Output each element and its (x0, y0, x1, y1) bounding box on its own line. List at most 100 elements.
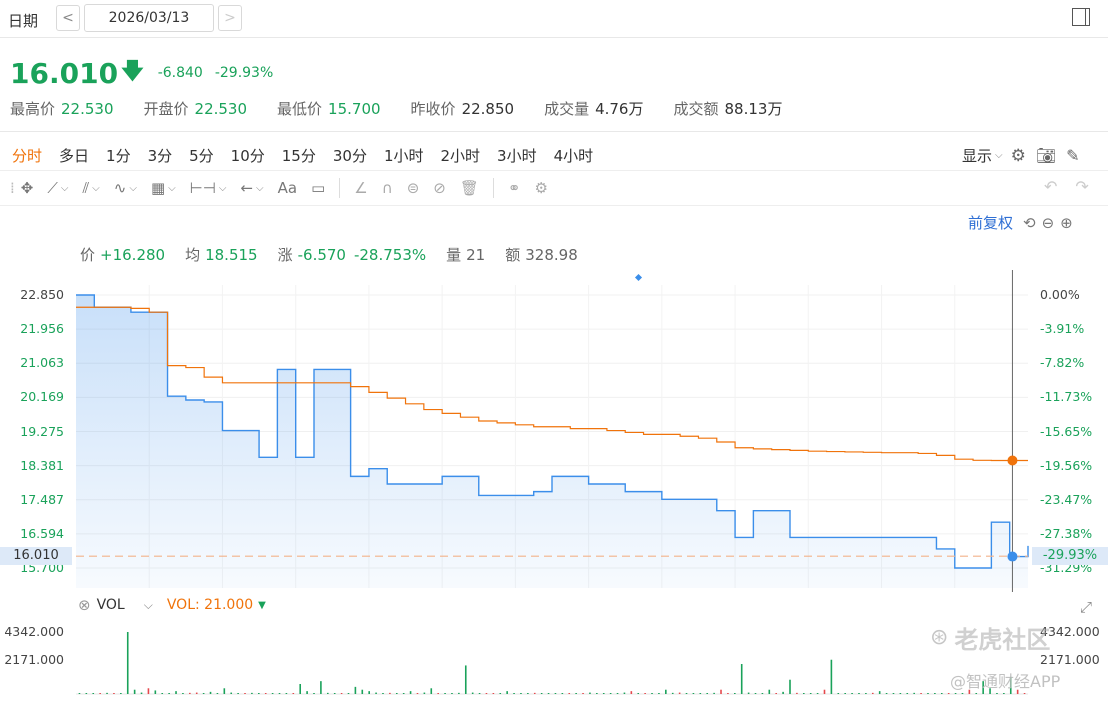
volume-bar (451, 693, 453, 694)
volume-bar (837, 693, 840, 694)
tab-10m[interactable]: 10分 (230, 147, 265, 165)
volume-bar (189, 692, 191, 694)
comment-icon[interactable]: ▭ (311, 179, 326, 197)
pencil-icon[interactable]: ✎ (1066, 146, 1080, 165)
tooltip-volume: 21 (466, 245, 486, 264)
adjust-dropdown[interactable]: 前复权 (968, 214, 1014, 232)
wave-icon[interactable]: ∿ ⌵ (113, 179, 137, 197)
volume-bar (589, 692, 591, 694)
volume-bar (954, 693, 957, 694)
vol-tick-right-top: 4342.000 (1040, 624, 1100, 639)
next-date-button[interactable]: > (218, 5, 242, 31)
reset-icon[interactable]: ⟲ (1023, 213, 1036, 232)
event-marker (634, 273, 643, 282)
display-dropdown[interactable]: 显示 (962, 147, 993, 165)
pitchfork-icon[interactable]: ⫽ ⌵ (82, 179, 100, 197)
trend-line-icon[interactable]: ⟋ ⌵ (47, 179, 69, 197)
fibonacci-icon[interactable]: ▦ ⌵ (150, 179, 176, 197)
indicator-name: VOL (96, 597, 125, 613)
magnet-icon[interactable]: ∩ (381, 179, 393, 197)
volume-bar (168, 693, 170, 694)
tab-2h[interactable]: 2小时 (440, 147, 481, 165)
chevron-down-icon[interactable]: ⌵ (143, 597, 153, 612)
volume-bar (692, 693, 695, 694)
tab-1h[interactable]: 1小时 (383, 147, 424, 165)
link-icon[interactable]: ⚭ (507, 179, 521, 197)
prev-date-button[interactable]: < (56, 5, 80, 31)
tab-5m[interactable]: 5分 (189, 147, 214, 165)
volume-bar (444, 693, 446, 694)
close-indicator-icon[interactable]: ⊗ (78, 596, 91, 614)
tab-30m[interactable]: 30分 (332, 147, 367, 165)
tab-3h[interactable]: 3小时 (497, 147, 537, 165)
trash-icon[interactable]: 🗑︎ (459, 179, 479, 197)
volume-bar (251, 692, 253, 694)
volume-bar (554, 693, 557, 694)
volume-bar (878, 691, 881, 694)
volume-bar (630, 691, 633, 694)
volume-bar (734, 693, 736, 694)
volume-bar (871, 692, 874, 694)
settings-gear-icon[interactable]: ⚙ (1010, 145, 1026, 166)
redo-icon[interactable]: ↷ (1075, 177, 1089, 196)
volume-bar (513, 693, 515, 694)
move-icon[interactable]: ✥ (20, 179, 34, 197)
tab-1m[interactable]: 1分 (106, 147, 131, 165)
arrow-tool-icon[interactable]: ← ⌵ (240, 179, 264, 197)
zoom-out-icon[interactable]: ⊖ (1041, 213, 1055, 232)
volume-bar (899, 693, 902, 694)
volume-bar (354, 686, 357, 694)
volume-bar (506, 691, 508, 694)
volume-bar (126, 632, 129, 694)
volume-bar (85, 693, 88, 694)
volume-bar (499, 693, 502, 694)
volume-bar (133, 689, 136, 694)
volume-bar (492, 693, 495, 694)
volume-bar (713, 692, 715, 694)
volume-bar (368, 691, 370, 694)
volume-bar (216, 693, 219, 694)
volume-bar (802, 693, 805, 694)
ruler-icon[interactable]: ∠ (354, 179, 368, 197)
tab-4h[interactable]: 4小时 (553, 147, 594, 165)
undo-icon[interactable]: ↶ (1044, 177, 1058, 196)
tab-intraday[interactable]: 分时 (12, 147, 43, 165)
volume-bar (658, 693, 660, 694)
stat-prev-close: 昨收价 22.850 (410, 100, 515, 118)
volume-bar (816, 693, 819, 694)
volume-bar (740, 664, 743, 694)
text-tool-icon[interactable]: Aa (277, 179, 298, 197)
date-input[interactable]: 2026/03/13 (84, 4, 214, 32)
volume-bar (727, 693, 729, 694)
tiger-logo-icon: ⊛ (930, 625, 949, 650)
chart-settings-bar: 显示 ⌵ ⚙ 📷︎ ✎ (962, 145, 1080, 166)
zoom-in-icon[interactable]: ⊕ (1060, 213, 1073, 232)
hide-icon[interactable]: ⊘ (433, 179, 446, 197)
panel-toggle-icon[interactable] (1072, 8, 1090, 26)
volume-bar (313, 693, 315, 694)
expand-icon[interactable]: ⤢ (1080, 598, 1093, 616)
tool-settings-icon[interactable]: ⚙ (534, 179, 548, 197)
stat-low: 最低价 15.700 (277, 100, 381, 118)
volume-bar (782, 691, 784, 694)
date-label: 日期 (8, 12, 39, 30)
camera-icon[interactable]: 📷︎ (1035, 146, 1057, 165)
tab-15m[interactable]: 15分 (281, 147, 316, 165)
volume-bar (768, 689, 771, 694)
volume-bar (651, 693, 653, 694)
volume-bar (575, 693, 577, 694)
price-area (76, 295, 1028, 588)
tab-multi-day[interactable]: 多日 (59, 147, 90, 165)
volume-bar (830, 659, 833, 694)
measure-icon[interactable]: ⊢⊣ ⌵ (189, 179, 227, 197)
volume-bar (996, 693, 998, 694)
volume-bar (464, 665, 467, 694)
volume-bar (278, 693, 281, 694)
intraday-price-chart[interactable] (0, 270, 1108, 592)
volume-bar (968, 689, 971, 694)
volume-bar (920, 693, 922, 694)
lock-icon[interactable]: ⊜ (406, 179, 420, 197)
drag-handle-icon[interactable]: ⁞ (10, 179, 15, 197)
volume-bar (858, 693, 860, 694)
tab-3m[interactable]: 3分 (147, 147, 173, 165)
